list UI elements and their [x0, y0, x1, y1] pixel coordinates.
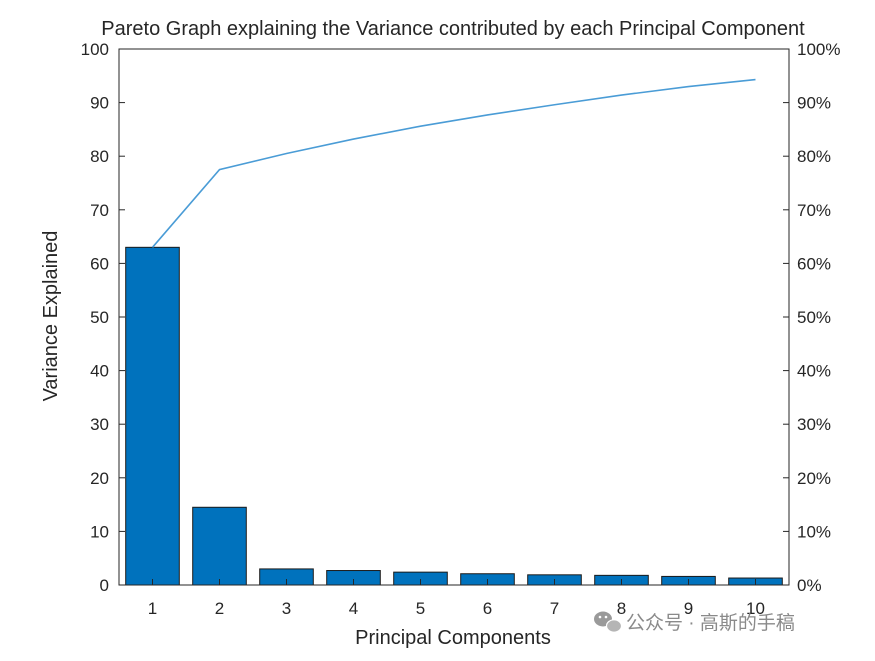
y2-tick-label: 50% — [797, 308, 831, 327]
y-tick-label: 40 — [90, 362, 109, 381]
watermark: 公众号 · 高斯的手稿 — [594, 611, 795, 634]
y2-tick-label: 10% — [797, 522, 831, 541]
bar-1 — [125, 246, 180, 586]
bar-2 — [192, 506, 247, 586]
y-tick-label: 0 — [100, 576, 109, 595]
x-tick-label: 4 — [349, 599, 358, 618]
y-tick-label: 70 — [90, 201, 109, 220]
x-tick-label: 7 — [550, 599, 559, 618]
y-tick-label: 80 — [90, 147, 109, 166]
x-tick-label: 8 — [617, 599, 626, 618]
y-tick-label: 20 — [90, 469, 109, 488]
y-axis-title: Variance Explained — [40, 231, 62, 402]
cumulative-line — [151, 78, 756, 248]
x-tick-label: 10 — [746, 599, 765, 618]
x-tick-label: 5 — [416, 599, 425, 618]
y-tick-label: 60 — [90, 254, 109, 273]
y2-tick-label: 60% — [797, 254, 831, 273]
y2-tick-label: 90% — [797, 94, 831, 113]
y-tick-label: 50 — [90, 308, 109, 327]
y-tick-label: 10 — [90, 522, 109, 541]
x-tick-label: 6 — [483, 599, 492, 618]
y2-tick-label: 80% — [797, 147, 831, 166]
y2-tick-label: 0% — [797, 576, 822, 595]
x-tick-label: 9 — [684, 599, 693, 618]
y-tick-label: 90 — [90, 94, 109, 113]
y2-tick-label: 70% — [797, 201, 831, 220]
y2-axis-ticks: 0% 10% 20% 30% 40% 50% 60% 70% 80% 90% 100% — [783, 40, 840, 595]
y2-tick-label: 20% — [797, 469, 831, 488]
y-tick-label: 30 — [90, 415, 109, 434]
x-axis-ticks: 1 2 3 4 5 6 7 8 9 10 — [148, 579, 765, 618]
cumulative-line-layer — [151, 78, 756, 248]
y2-tick-label: 40% — [797, 362, 831, 381]
x-axis-title: Principal Components — [355, 627, 551, 649]
y-axis-ticks: 0 10 20 30 40 50 60 70 80 90 100 — [81, 40, 125, 595]
chart-title: Pareto Graph explaining the Variance con… — [101, 18, 805, 40]
x-tick-label: 3 — [282, 599, 291, 618]
wechat-icon — [594, 611, 623, 633]
bars-layer — [125, 246, 783, 586]
y2-tick-label: 30% — [797, 415, 831, 434]
y-tick-label: 100 — [81, 40, 109, 59]
x-tick-label: 1 — [148, 599, 157, 618]
x-tick-label: 2 — [215, 599, 224, 618]
watermark-text: 公众号 · 高斯的手稿 — [626, 612, 795, 634]
y2-tick-label: 100% — [797, 40, 840, 59]
